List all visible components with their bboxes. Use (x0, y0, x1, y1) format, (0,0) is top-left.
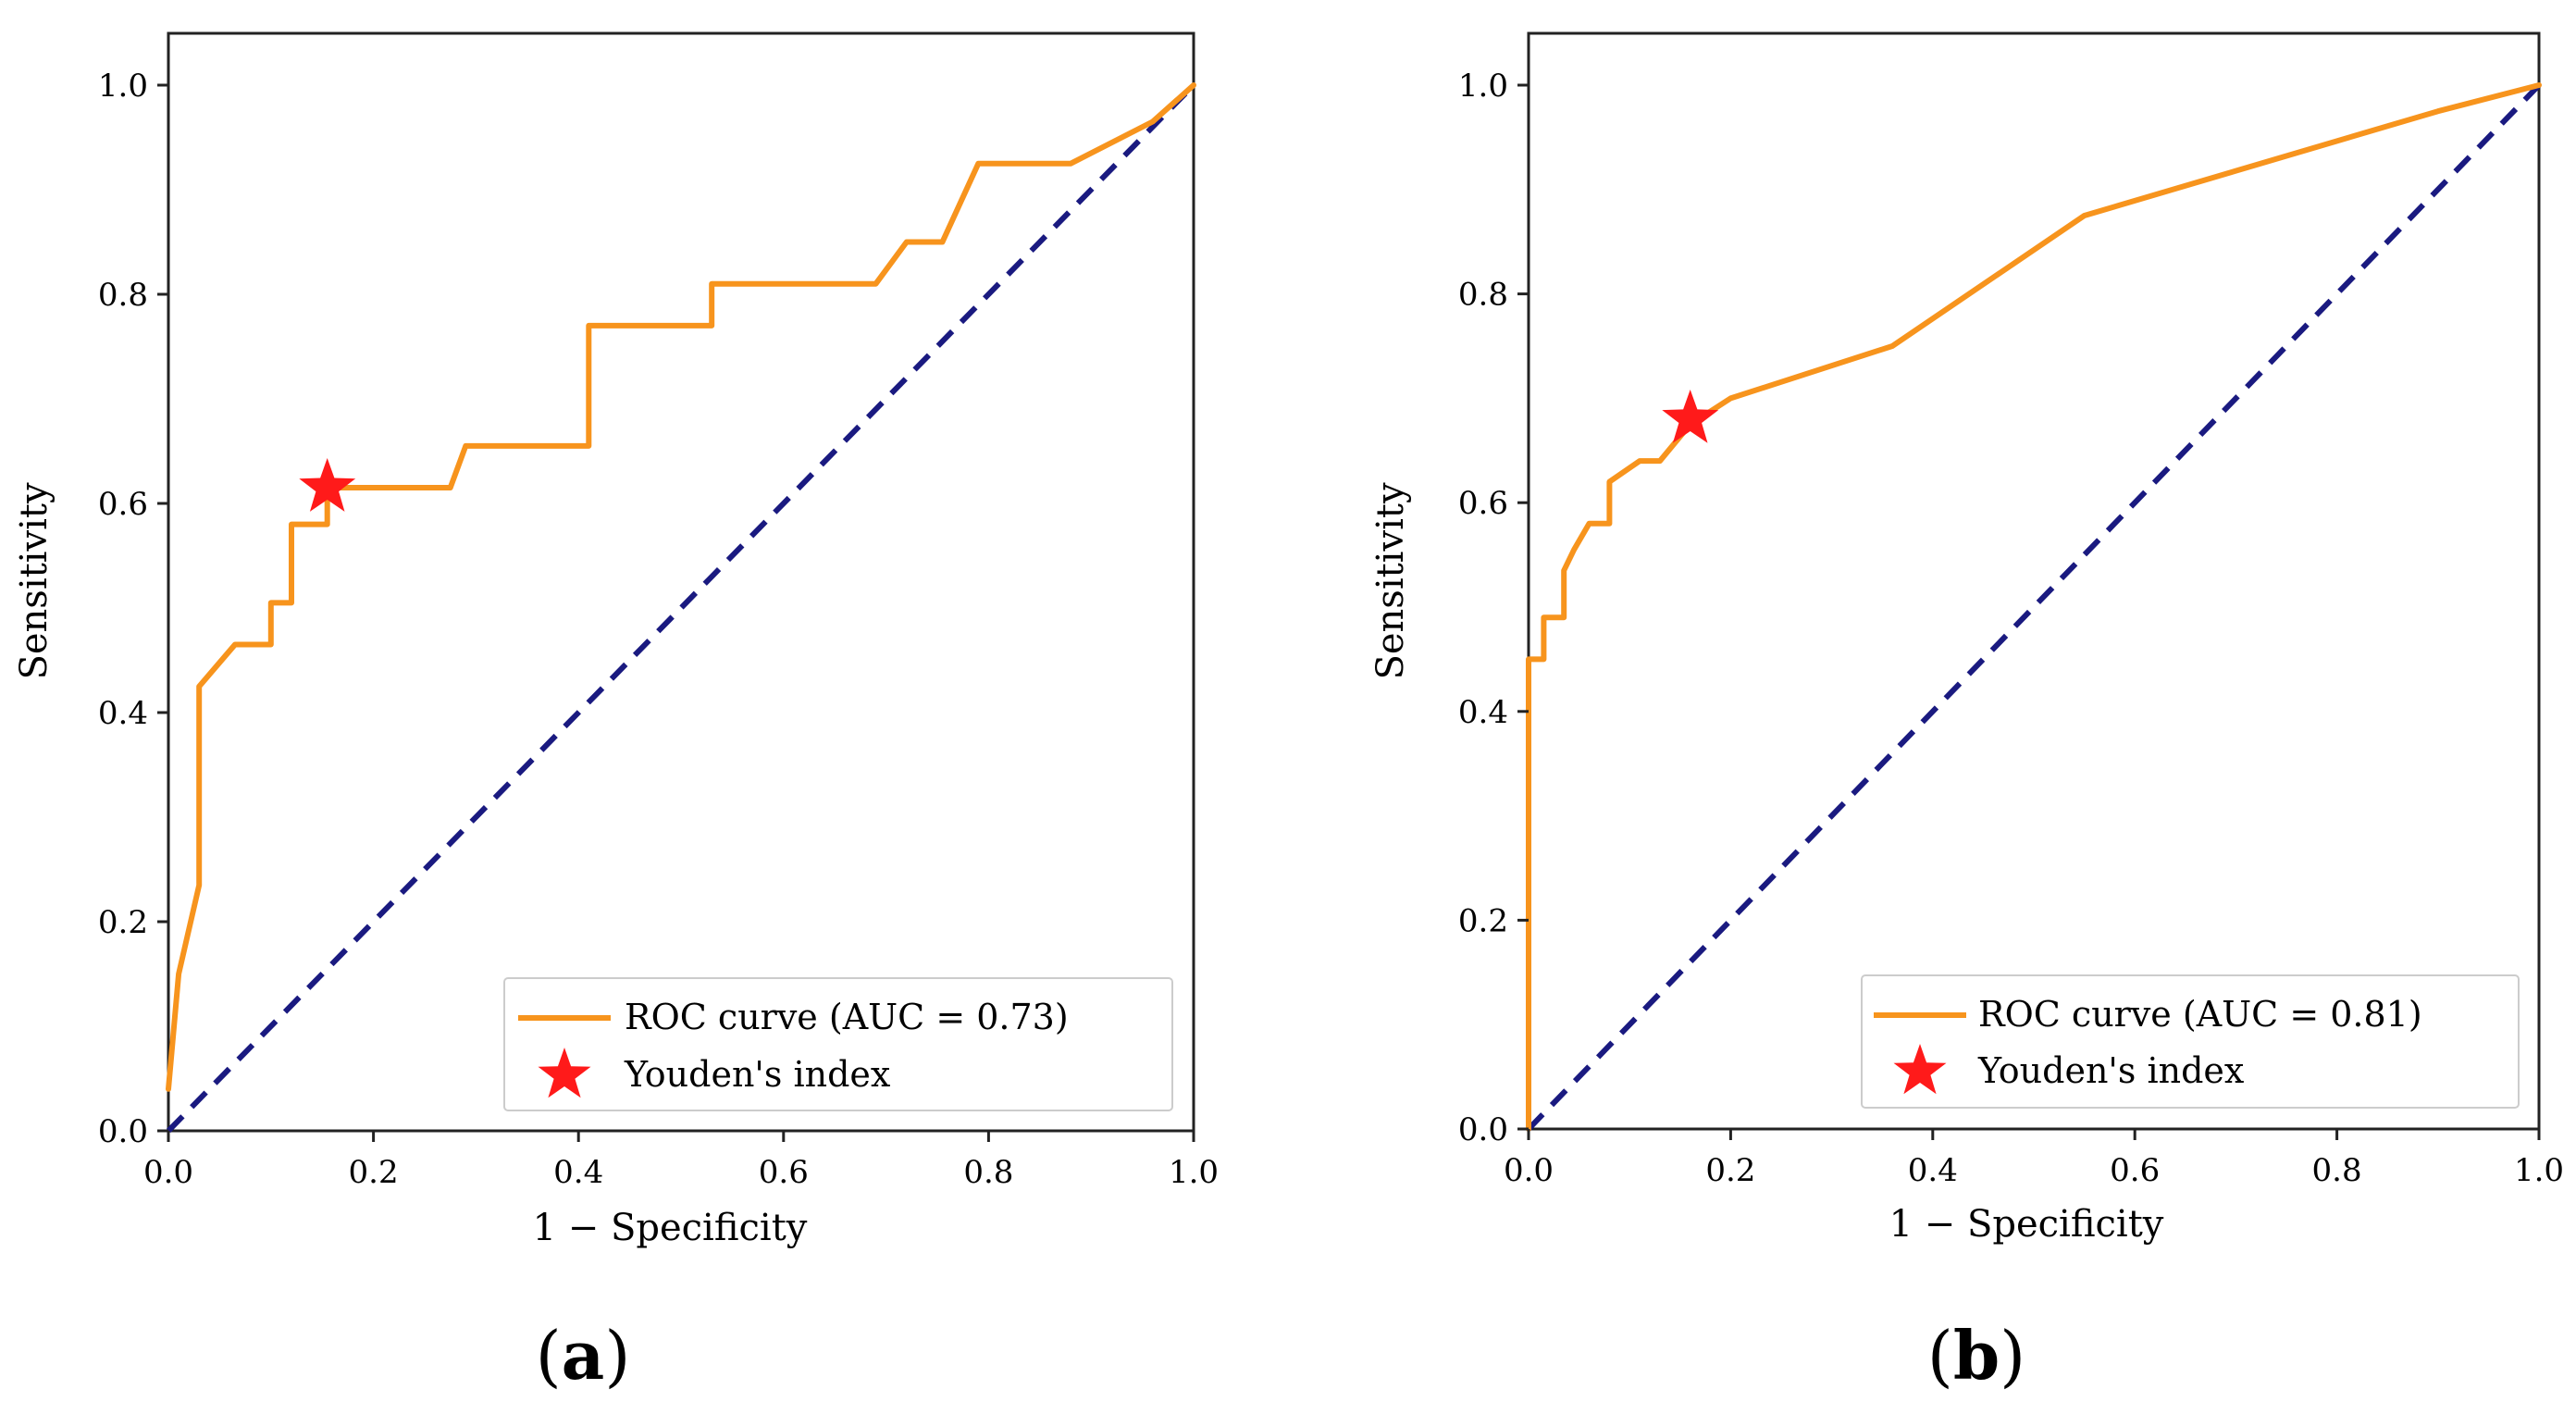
plot-frame (167, 31, 1195, 1133)
x-tick-label: 0.8 (963, 1154, 1013, 1191)
y-tick-label: 1.0 (98, 68, 148, 105)
legend-box (1861, 974, 2520, 1109)
chance-diagonal-line (1526, 82, 2542, 1132)
legend-youden-label: Youden's index (1977, 1050, 2244, 1091)
y-axis-label: Sensitivity (1369, 482, 1412, 679)
y-tick-label: 0.8 (98, 277, 148, 314)
x-tick-label: 0.4 (1908, 1152, 1958, 1189)
x-tick-label: 0.6 (2110, 1152, 2160, 1189)
y-tick-label: 0.0 (98, 1113, 148, 1150)
y-tick-label: 0.4 (98, 695, 148, 732)
plot-layer (166, 82, 1196, 1134)
y-tick-label: 0.8 (1458, 277, 1508, 314)
y-tick-label: 0.0 (1458, 1111, 1508, 1148)
youden-index-marker (299, 458, 356, 512)
y-tick-label: 0.6 (98, 486, 148, 523)
x-tick-label: 0.0 (143, 1154, 193, 1191)
tick-layer: 0.0 0.2 0.4 0.6 0.8 1.0 0.0 0.2 0.4 0.6 0.8 1.0 (98, 68, 1219, 1191)
y-tick-label: 0.6 (1458, 485, 1508, 522)
x-tick-label: 0.2 (1705, 1152, 1755, 1189)
panel-label-a: (a) (536, 1316, 631, 1395)
roc-curve-line (166, 82, 1196, 1092)
y-tick-label: 0.4 (1458, 694, 1508, 731)
panel-label-b: (b) (1927, 1316, 2026, 1395)
legend-box (503, 977, 1173, 1111)
legend-star-icon (1893, 1044, 1947, 1095)
legend: ROC curve (AUC = 0.81) Youden's index (1861, 974, 2520, 1109)
x-axis-label: 1 − Specificity (533, 1207, 808, 1249)
x-tick-label: 0.2 (349, 1154, 399, 1191)
legend-youden-label: Youden's index (624, 1054, 890, 1095)
y-tick-label: 0.2 (1458, 902, 1508, 939)
panel-a: 0.0 0.2 0.4 0.6 0.8 1.0 0.0 0.2 0.4 0.6 0.8 1.0 1 −… (13, 31, 1219, 1395)
panel-b: 0.0 0.2 0.4 0.6 0.8 1.0 0.0 0.2 0.4 0.6 0.8 1.0 1 −… (1369, 31, 2564, 1395)
x-tick-label: 1.0 (2514, 1152, 2564, 1189)
chance-diagonal-line (166, 82, 1196, 1134)
plot-frame (1527, 31, 2541, 1131)
x-tick-label: 0.6 (759, 1154, 809, 1191)
x-tick-label: 0.4 (553, 1154, 603, 1191)
legend-roc-label: ROC curve (AUC = 0.73) (625, 997, 1069, 1037)
roc-curve-line (1526, 82, 2542, 1132)
youden-index-marker (1662, 390, 1719, 443)
legend: ROC curve (AUC = 0.73) Youden's index (503, 977, 1173, 1111)
y-tick-label: 1.0 (1458, 68, 1508, 105)
x-tick-label: 1.0 (1169, 1154, 1219, 1191)
y-axis-label: Sensitivity (13, 482, 56, 679)
tick-layer: 0.0 0.2 0.4 0.6 0.8 1.0 0.0 0.2 0.4 0.6 0.8 1.0 (1458, 68, 2564, 1189)
plot-layer (1526, 82, 2542, 1132)
x-tick-label: 0.8 (2312, 1152, 2362, 1189)
legend-roc-label: ROC curve (AUC = 0.81) (1978, 994, 2422, 1035)
legend-star-icon (538, 1048, 591, 1098)
x-axis-label: 1 − Specificity (1889, 1203, 2164, 1246)
y-tick-label: 0.2 (98, 904, 148, 941)
x-tick-label: 0.0 (1504, 1152, 1554, 1189)
